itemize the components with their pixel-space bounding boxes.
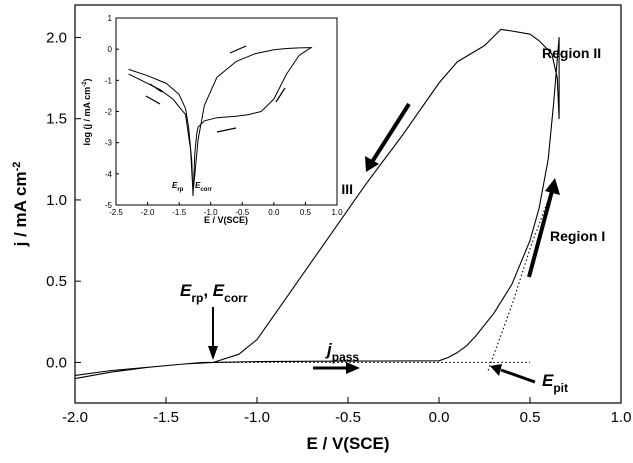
main-x-tick-label: -2.0 (62, 409, 88, 426)
main-x-tick-label: -1.0 (244, 409, 270, 426)
inset-tafel-line (145, 95, 161, 105)
inset-x-axis-title: E / V(SCE) (204, 215, 248, 225)
inset-y-tick-label: 1 (108, 14, 113, 23)
label-comma: , (203, 281, 212, 300)
main-x-tick-label: -1.5 (153, 409, 179, 426)
inset-y-axis-title: log (j / mA cm-2) (82, 78, 92, 145)
inset-y-tick-label: 0 (108, 45, 113, 54)
inset-e-rp-label: Erp (172, 181, 184, 193)
inset-y-tick-label: -5 (105, 201, 113, 210)
main-y-tick-label: 2.0 (46, 29, 67, 46)
main-y-tick-label: 1.5 (46, 111, 67, 128)
main-data (74, 28, 560, 380)
j-pass-symbol: j (325, 340, 333, 359)
inset-background (108, 14, 340, 204)
e-rp-symbol: E (180, 281, 192, 300)
main-ticks: -2.0 -1.5 -1.0 -0.5 0.0 0.5 1.0 0.0 0.5 1.0 1.5 2.0 (46, 29, 631, 426)
inset-e-corr-subscript: corr (200, 187, 212, 193)
e-pit-label: Epit (542, 371, 568, 395)
inset-x-tick-label: -1.0 (204, 208, 218, 217)
e-rp-e-corr-label: Erp, Ecorr (180, 281, 248, 305)
inset-x-tick-label: -2.0 (141, 208, 155, 217)
inset-y-tick-label: -4 (105, 170, 113, 179)
inset-e-rp-symbol: E (172, 181, 178, 190)
e-pit-subscript: pit (553, 381, 568, 395)
main-x-tick-label: 0.5 (520, 409, 541, 426)
inset-x-tick-label: 0.0 (268, 208, 280, 217)
arrow-region-i (527, 178, 560, 278)
main-x-tick-label: -0.5 (335, 409, 361, 426)
inset-ticks: -2.5 -2.0 -1.5 -1.0 -0.5 0.0 0.5 1.0 1 0 -1 -2 -3 -4 -… (105, 14, 343, 217)
e-pit-symbol: E (542, 371, 554, 390)
e-corr-symbol: E (213, 281, 225, 300)
inset-y-axis-title-sup: -2 (82, 81, 88, 87)
inset-tafel-line (275, 87, 286, 103)
inset-x-tick-label: -2.5 (109, 208, 123, 217)
inset-x-tick-label: -1.5 (172, 208, 186, 217)
region-ii-label: Region II (542, 45, 601, 61)
y-axis-title: j / mA cm-2 (11, 162, 30, 248)
arrow-e-pit (490, 364, 536, 384)
main-series-0-line (74, 28, 560, 380)
inset-e-corr-label: Ecorr (195, 181, 213, 193)
inset-tafel-lines (145, 45, 286, 133)
main-x-tick-label: 0.0 (429, 409, 450, 426)
main-y-tick-label: 0.5 (46, 273, 67, 290)
inset-x-tick-label: 0.5 (300, 208, 312, 217)
j-pass-label: jpass (325, 340, 359, 364)
e-corr-subscript: corr (224, 291, 248, 305)
main-x-tick-label: 1.0 (611, 409, 632, 426)
annotation-arrows (208, 102, 560, 384)
inset-y-tick-label: -3 (105, 139, 113, 148)
inset-y-axis-title-text: log (j / mA cm (82, 87, 92, 146)
arrow-j-pass (313, 362, 360, 374)
inset-series-0-line (128, 47, 313, 197)
arrow-region-iii (365, 102, 411, 172)
inset-tafel-line (216, 127, 237, 133)
e-rp-subscript: rp (191, 291, 203, 305)
x-axis-title: E / V(SCE) (306, 434, 389, 453)
arrow-e-rp-e-corr (208, 307, 218, 360)
inset-tafel-line (149, 83, 163, 93)
inset-y-tick-label: -1 (105, 76, 113, 85)
y-axis-title-text: j / mA cm (11, 171, 30, 247)
main-series-2-line (487, 199, 549, 371)
inset-y-axis-title-end: ) (82, 78, 92, 81)
inset-x-tick-label: -0.5 (235, 208, 249, 217)
inset-e-rp-subscript: rp (177, 187, 183, 193)
inset-e-corr-symbol: E (195, 181, 201, 190)
inset-x-tick-label: 1.0 (331, 208, 343, 217)
inset-y-tick-label: -2 (105, 108, 113, 117)
inset-tafel-line (229, 45, 247, 54)
inset-data (128, 47, 313, 197)
y-axis-title-sup: -2 (11, 162, 23, 172)
j-pass-subscript: pass (332, 350, 360, 364)
main-y-tick-label: 0.0 (46, 354, 67, 371)
region-i-label: Region I (550, 228, 605, 244)
main-y-tick-label: 1.0 (46, 192, 67, 209)
